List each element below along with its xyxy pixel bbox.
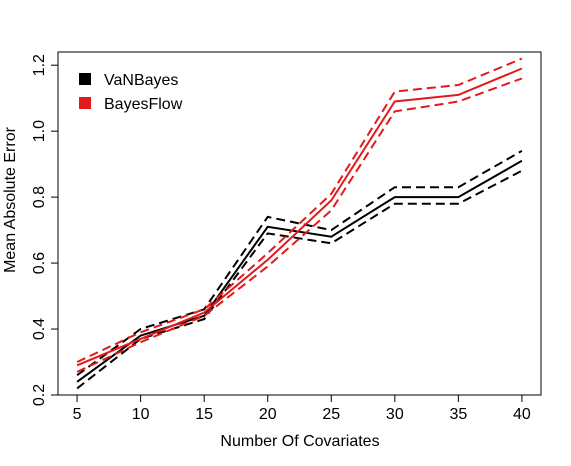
vanbayes-upper-bound-line — [76, 150, 523, 377]
x-tick-label: 15 — [195, 406, 213, 423]
y-tick-label: 0.2 — [31, 384, 48, 406]
y-tick-label: 0.4 — [31, 318, 48, 340]
x-tick-label: 25 — [322, 406, 340, 423]
data-layer — [76, 57, 523, 390]
bayesflow-upper-bound-line — [76, 57, 523, 363]
y-axis: 0.2 0.4 0.6 0.8 1.0 1.2 — [31, 54, 58, 406]
x-tick-label: 30 — [386, 406, 404, 423]
legend-label: BayesFlow — [104, 96, 183, 113]
y-tick-label: 0.8 — [31, 186, 48, 208]
legend-label: VaNBayes — [104, 72, 178, 89]
y-tick-label: 0.6 — [31, 252, 48, 274]
x-tick-label: 20 — [259, 406, 277, 423]
plot-frame — [57, 51, 542, 396]
vanbayes-lower-bound-line — [76, 169, 523, 390]
legend: VaNBayes BayesFlow — [79, 72, 183, 113]
x-tick-label: 10 — [132, 406, 150, 423]
x-tick-label: 40 — [513, 406, 531, 423]
vanbayes-mean-line — [76, 159, 523, 383]
x-tick-label: 35 — [449, 406, 467, 423]
x-axis: 5 10 15 20 25 30 35 40 — [73, 395, 531, 423]
y-tick-label: 1.0 — [31, 120, 48, 142]
x-axis-title: Number Of Covariates — [220, 433, 379, 450]
x-tick-label: 5 — [73, 406, 82, 423]
bayesflow-mean-line — [76, 67, 523, 367]
legend-swatch — [79, 73, 91, 85]
y-axis-title: Mean Absolute Error — [2, 126, 19, 273]
legend-swatch — [79, 97, 91, 109]
y-tick-label: 1.2 — [31, 54, 48, 76]
